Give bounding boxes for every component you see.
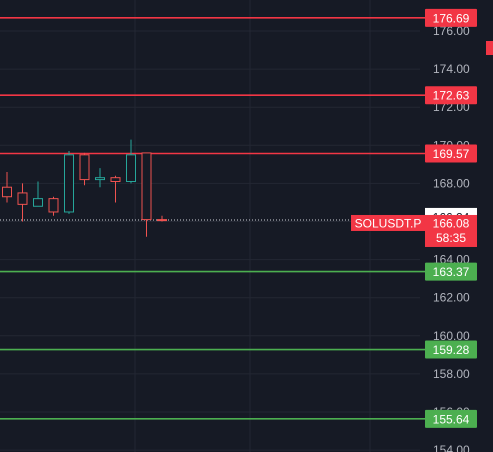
offscreen-price-marker [486, 41, 493, 55]
axis-tick-label: 158.00 [433, 367, 470, 381]
axis-tick-label: 160.00 [433, 329, 470, 343]
price-axis-labels: 176.69 172.63 169.57 163.37 159.28 155.64 166.… [351, 8, 477, 428]
price-level-value: 155.64 [433, 412, 470, 426]
candle-body [48, 198, 59, 213]
price-level-badge [425, 262, 477, 281]
axis-tick-label: 162.00 [433, 291, 470, 305]
candlesticks [2, 139, 167, 237]
last-price-badge [425, 214, 477, 247]
price-level-value: 172.63 [433, 89, 470, 103]
candle-countdown: 58:35 [436, 231, 466, 245]
price-level-value: 176.69 [433, 11, 470, 25]
price-level-badge [425, 340, 477, 359]
candle-body [110, 177, 121, 182]
price-level-value: 163.37 [433, 265, 470, 279]
axis-tick-label: 168.00 [433, 176, 470, 190]
candle-body [79, 154, 90, 181]
price-level-badge [425, 8, 477, 27]
candle-body [64, 154, 74, 213]
axis-tick-label: 176.00 [433, 24, 470, 38]
price-level-value: 159.28 [433, 343, 470, 357]
candle-body [33, 198, 43, 207]
price-level-value: 169.57 [433, 147, 470, 161]
axis-tick-label: 154.00 [433, 443, 470, 452]
last-price-value: 166.08 [433, 216, 470, 230]
symbol-label: SOLUSDT.P [355, 216, 422, 230]
price-level-badge [425, 409, 477, 428]
candle-body [141, 152, 152, 221]
candle-body [126, 154, 136, 182]
axis-tick-label: 174.00 [433, 62, 470, 76]
candle-body [157, 219, 167, 222]
symbol-badge [351, 214, 425, 231]
price-level-badge [425, 86, 477, 105]
candle-body [95, 177, 105, 181]
candle-body [17, 192, 28, 205]
price-level-badge [425, 144, 477, 163]
candle-body [2, 186, 12, 198]
